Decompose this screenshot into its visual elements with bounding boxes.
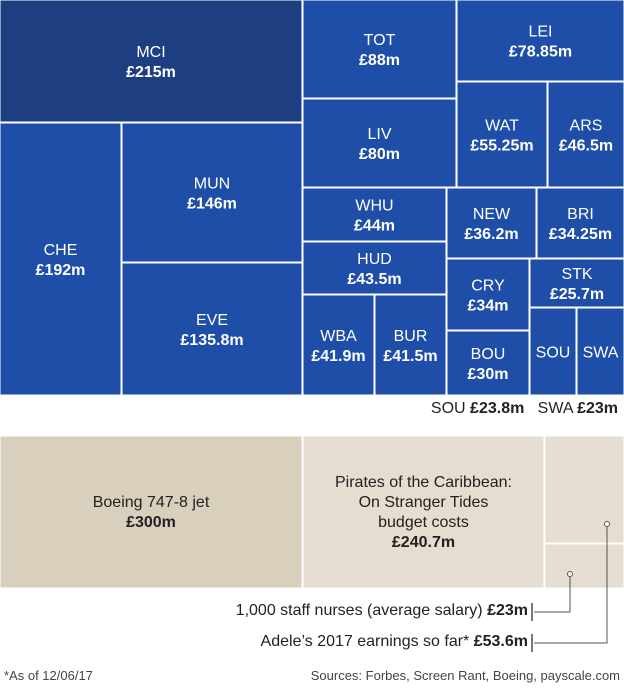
nurses-annotation: 1,000 staff nurses (average salary) £23m (236, 602, 528, 620)
tile-sou-name: SOU (536, 345, 571, 362)
tile-wat (456, 81, 548, 188)
tile-tot-value: £88m (359, 52, 400, 69)
tile-new (446, 187, 537, 259)
tile-wat-value: £55.25m (470, 138, 533, 155)
tile-wba-name: WBA (320, 328, 357, 345)
pirates-budget-tile-line-3: budget costs (378, 514, 469, 531)
pirates-budget-tile-line-1: Pirates of the Caribbean: (335, 474, 512, 491)
tile-ars (547, 81, 624, 188)
boeing-747-tile-line-1: Boeing 747-8 jet (93, 494, 210, 511)
tile-liv-value: £80m (359, 146, 400, 163)
tile-bur-value: £41.5m (383, 348, 437, 365)
key-sou-name: SOU (430, 400, 466, 417)
tile-liv (302, 98, 457, 188)
tile-mun-name: MUN (194, 176, 230, 193)
tile-sou (529, 307, 577, 396)
adele-leader-dot (604, 521, 610, 527)
tile-whu-value: £44m (354, 218, 395, 235)
footnote: *As of 12/06/17 (4, 668, 93, 683)
tile-bur-name: BUR (394, 328, 428, 345)
sources: Sources: Forbes, Screen Rant, Boeing, pa… (310, 668, 620, 683)
tile-swa-name: SWA (583, 345, 619, 362)
tile-stk-value: £25.7m (550, 286, 604, 303)
tile-bou-value: £30m (468, 366, 509, 383)
nurses-annotation-value: £23m (487, 602, 528, 619)
tile-ars-value: £46.5m (559, 138, 613, 155)
tile-whu (302, 187, 447, 242)
tile-eve (121, 262, 303, 396)
adele-leader-line (534, 527, 608, 644)
adele-annotation-text: Adele’s 2017 earnings so far* (260, 633, 470, 650)
tile-cry-value: £34m (468, 298, 509, 315)
tile-che-value: £192m (36, 262, 86, 279)
tile-eve-name: EVE (196, 312, 228, 329)
boeing-747-tile-value: £300m (126, 514, 176, 531)
key-sou-value: £23.8m (470, 400, 525, 417)
tile-lei-name: LEI (528, 24, 552, 41)
tile-cry (446, 258, 530, 331)
adele-annotation-value: £53.6m (473, 633, 528, 650)
small-clubs-key: SOU £23.8m SWA £23m (431, 400, 618, 418)
tile-swa (576, 307, 624, 396)
pirates-budget-tile-line-2: On Stranger Tides (359, 494, 489, 511)
tile-mci-name: MCI (136, 44, 165, 61)
nurses-leader-line (534, 577, 571, 613)
tile-stk (529, 258, 624, 308)
tile-wba-value: £41.9m (311, 348, 365, 365)
adele-annotation: Adele’s 2017 earnings so far* £53.6m (261, 633, 528, 651)
tile-tot (302, 0, 457, 99)
key-swa-name: SWA (537, 400, 573, 417)
adele-earnings-tile (544, 435, 624, 544)
tile-stk-name: STK (561, 266, 592, 283)
tile-bur (374, 294, 447, 396)
nurses-annotation-text: 1,000 staff nurses (average salary) (235, 602, 483, 619)
nurses-salary-tile (544, 543, 624, 589)
tile-whu-name: WHU (355, 198, 393, 215)
tile-bri (536, 187, 624, 259)
tile-wat-name: WAT (485, 118, 519, 135)
tile-tot-name: TOT (364, 32, 396, 49)
tile-new-value: £36.2m (464, 226, 518, 243)
tile-eve-value: £135.8m (180, 332, 243, 349)
tile-che (0, 122, 122, 396)
tile-bri-value: £34.25m (549, 226, 612, 243)
pirates-budget-tile-value: £240.7m (392, 534, 455, 551)
tile-hud-name: HUD (357, 251, 392, 268)
tile-liv-name: LIV (367, 126, 391, 143)
tile-mun (121, 122, 303, 263)
tile-wba (302, 294, 375, 396)
tile-hud (302, 241, 447, 295)
tile-mci (0, 0, 303, 123)
tile-cry-name: CRY (471, 278, 505, 295)
tile-che-name: CHE (44, 242, 78, 259)
pirates-budget-tile (302, 435, 545, 589)
tile-ars-name: ARS (570, 118, 603, 135)
tile-hud-value: £43.5m (347, 271, 401, 288)
tile-mun-value: £146m (187, 196, 237, 213)
tile-lei (456, 0, 624, 82)
tile-mci-value: £215m (126, 64, 176, 81)
tile-new-name: NEW (473, 206, 511, 223)
key-swa-value: £23m (577, 400, 618, 417)
tile-bou-name: BOU (471, 346, 506, 363)
nurses-leader-dot (567, 571, 573, 577)
tile-bou (446, 330, 530, 396)
boeing-747-tile (0, 435, 303, 589)
tile-lei-value: £78.85m (509, 44, 572, 61)
tile-bri-name: BRI (567, 206, 594, 223)
